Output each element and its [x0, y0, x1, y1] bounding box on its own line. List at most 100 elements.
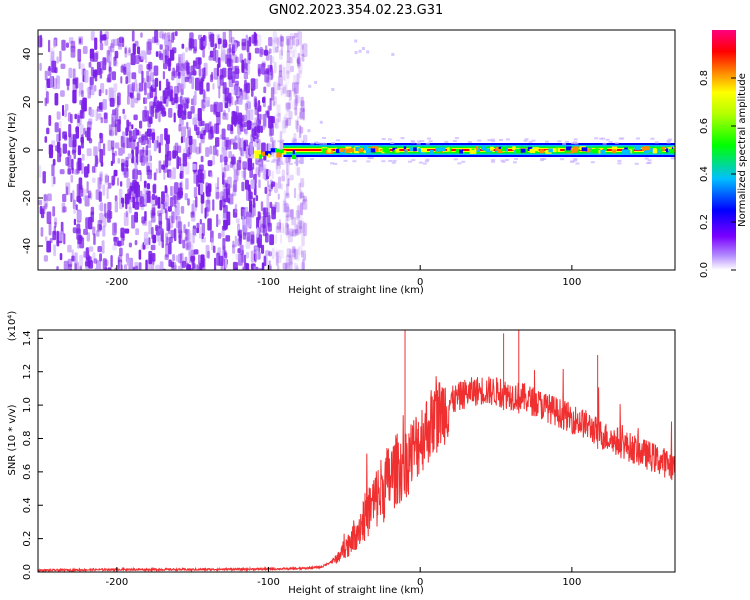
- noise-speckle: [102, 225, 106, 237]
- noise-speckle: [71, 167, 74, 174]
- noise-speckle: [279, 64, 283, 73]
- noise-speckle: [261, 262, 265, 270]
- noise-speckle: [99, 60, 104, 74]
- noise-speckle: [91, 166, 96, 173]
- noise-speckle: [163, 91, 166, 97]
- noise-speckle: [285, 102, 291, 112]
- signal-speckle: [532, 147, 539, 152]
- noise-speckle: [180, 206, 185, 214]
- noise-speckle: [104, 173, 108, 185]
- noise-speckle: [276, 256, 282, 264]
- noise-speckle: [279, 139, 284, 152]
- signal-speckle: [505, 147, 508, 152]
- signal-halo: [634, 162, 639, 165]
- signal-speckle: [643, 149, 649, 154]
- signal-halo: [491, 159, 496, 162]
- signal-halo: [499, 139, 503, 141]
- noise-speckle: [219, 154, 223, 163]
- noise-speckle: [287, 178, 290, 187]
- noise-speckle: [251, 88, 254, 97]
- noise-speckle: [178, 230, 183, 245]
- noise-speckle: [85, 247, 90, 261]
- noise-speckle: [241, 124, 246, 132]
- noise-speckle: [251, 128, 255, 138]
- noise-speckle: [131, 82, 135, 92]
- noise-speckle: [188, 246, 192, 256]
- noise-speckle: [136, 141, 140, 155]
- signal-halo: [388, 160, 393, 162]
- noise-speckle: [89, 54, 95, 62]
- noise-speckle: [119, 261, 122, 270]
- noise-speckle: [89, 109, 95, 118]
- noise-speckle: [80, 139, 84, 149]
- noise-speckle: [299, 107, 305, 120]
- noise-speckle: [241, 170, 246, 178]
- noise-speckle: [196, 222, 200, 229]
- noise-speckle: [205, 244, 210, 258]
- noise-speckle: [103, 112, 108, 120]
- noise-speckle: [259, 166, 265, 173]
- signal-halo: [505, 138, 510, 141]
- noise-speckle: [168, 236, 173, 244]
- noise-speckle: [269, 234, 274, 246]
- noise-speckle: [263, 207, 269, 218]
- noise-speckle: [206, 100, 210, 107]
- noise-speckle: [302, 108, 305, 121]
- noise-speckle: [217, 38, 222, 45]
- noise-speckle: [278, 70, 283, 77]
- noise-speckle: [107, 267, 112, 270]
- noise-speckle: [268, 260, 271, 270]
- noise-speckle: [187, 152, 192, 160]
- noise-speckle: [162, 49, 165, 64]
- noise-speckle: [40, 227, 44, 237]
- noise-speckle: [286, 89, 291, 98]
- noise-speckle: [272, 31, 277, 43]
- noise-speckle: [191, 139, 197, 153]
- noise-speckle: [239, 53, 244, 63]
- signal-halo: [666, 139, 671, 142]
- noise-speckle: [68, 136, 73, 148]
- noise-speckle: [133, 129, 137, 140]
- signal-halo: [644, 157, 649, 160]
- noise-speckle: [262, 173, 266, 180]
- noise-speckle: [164, 254, 169, 260]
- noise-speckle: [40, 208, 45, 219]
- signal-speckle: [570, 148, 578, 153]
- noise-speckle: [190, 249, 195, 263]
- noise-speckle: [76, 161, 80, 174]
- noise-speckle: [222, 112, 227, 120]
- noise-speckle: [288, 99, 292, 110]
- signal-halo: [272, 159, 277, 162]
- noise-speckle: [296, 73, 300, 85]
- noise-speckle: [111, 113, 116, 127]
- noise-speckle: [270, 69, 274, 79]
- noise-speckle: [275, 169, 281, 175]
- noise-speckle: [281, 169, 285, 182]
- noise-speckle: [53, 39, 56, 48]
- noise-speckle: [289, 261, 293, 270]
- noise-speckle: [271, 247, 275, 260]
- signal-halo: [531, 139, 536, 142]
- snr-y-multiplier: (x10⁴): [7, 311, 18, 342]
- signal-halo: [490, 138, 495, 141]
- noise-speckle: [290, 65, 294, 73]
- signal-halo: [491, 140, 496, 143]
- noise-speckle: [67, 150, 71, 156]
- noise-speckle: [288, 254, 293, 266]
- noise-speckle: [234, 235, 237, 248]
- noise-speckle: [135, 184, 140, 198]
- noise-speckle: [243, 72, 248, 80]
- noise-speckle: [90, 31, 95, 41]
- noise-speckle: [288, 110, 293, 120]
- noise-speckle: [154, 77, 159, 87]
- colorbar: 0.0 0.2 0.4 0.6 0.8 Normalized spectral ampl…: [699, 30, 748, 278]
- noise-speckle: [248, 269, 251, 270]
- noise-speckle: [82, 46, 88, 54]
- signal-halo: [540, 159, 544, 162]
- signal-speckle: [348, 148, 354, 153]
- noise-speckle: [289, 255, 292, 264]
- signal-halo: [277, 140, 282, 143]
- noise-speckle: [185, 97, 190, 104]
- noise-speckle: [138, 249, 142, 260]
- noise-speckle: [235, 135, 238, 141]
